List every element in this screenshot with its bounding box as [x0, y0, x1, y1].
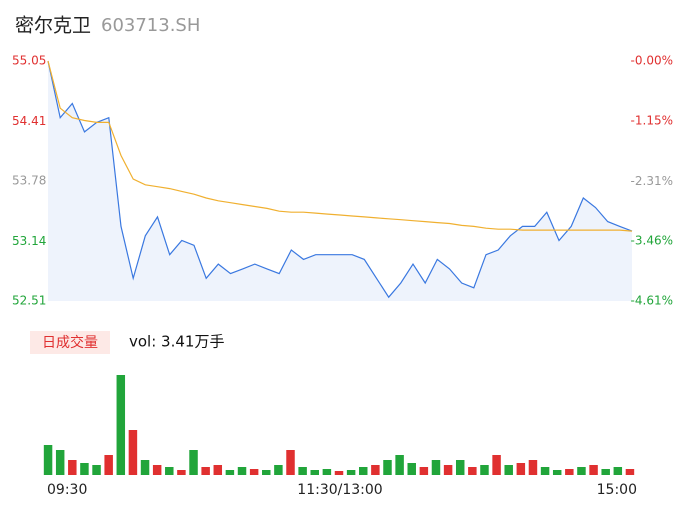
- volume-bar: [140, 460, 150, 475]
- x-tick-label: 15:00: [597, 482, 637, 498]
- y-tick-label: 54.41: [12, 114, 46, 128]
- volume-tag-bg: [30, 331, 110, 354]
- volume-bar: [225, 470, 235, 475]
- volume-bar: [152, 465, 162, 475]
- y2-tick-label: -3.46%: [631, 234, 673, 248]
- volume-bar: [371, 465, 380, 475]
- volume-bar: [310, 470, 319, 475]
- volume-bar: [104, 455, 113, 475]
- volume-bar: [68, 460, 77, 475]
- volume-bar: [298, 467, 307, 475]
- volume-title: 日成交量: [42, 334, 98, 351]
- chart-subtitle: 603713.SH: [101, 15, 200, 36]
- volume-bar: [359, 467, 368, 475]
- volume-bar: [443, 465, 453, 475]
- y2-tick-label: -4.61%: [631, 294, 673, 308]
- volume-bar: [213, 465, 223, 475]
- volume-bar: [322, 469, 332, 475]
- volume-bar: [419, 467, 429, 475]
- volume-bar: [165, 467, 174, 475]
- volume-bar: [334, 471, 344, 475]
- y2-tick-label: -0.00%: [631, 54, 673, 68]
- price-area: [48, 61, 632, 301]
- volume-bar: [492, 455, 501, 475]
- volume-bar: [589, 465, 598, 475]
- volume-bar: [383, 460, 392, 475]
- volume-bar: [528, 460, 538, 475]
- volume-bar: [55, 450, 65, 475]
- volume-bar: [92, 465, 101, 475]
- volume-bar: [237, 467, 247, 475]
- volume-bar: [468, 467, 477, 475]
- volume-bar: [516, 463, 526, 475]
- volume-bar: [480, 465, 489, 475]
- series-line: [47, 60, 633, 299]
- chart-title: 密尔克卫: [15, 15, 91, 37]
- volume-bar: [274, 465, 283, 475]
- y2-tick-label: -2.31%: [631, 174, 673, 188]
- y-tick-label: 52.51: [12, 294, 46, 308]
- volume-bar: [565, 469, 574, 475]
- volume-bar: [407, 463, 416, 475]
- y-tick-label: 55.05: [12, 54, 46, 68]
- volume-bar: [395, 455, 404, 475]
- volume-bar: [431, 460, 441, 475]
- volume-bar: [128, 430, 138, 475]
- volume-bar: [625, 469, 635, 475]
- volume-bar: [577, 467, 586, 475]
- volume-bar: [189, 450, 198, 475]
- volume-bar: [540, 467, 550, 475]
- volume-bar: [249, 469, 259, 475]
- volume-bar: [116, 375, 126, 475]
- volume-bar: [177, 470, 186, 475]
- volume-bar: [601, 469, 610, 475]
- volume-bar: [613, 467, 623, 475]
- y2-tick-label: -1.15%: [631, 113, 673, 127]
- x-tick-label: 09:30: [47, 482, 87, 498]
- volume-bar: [80, 463, 89, 475]
- volume-bar: [504, 465, 513, 475]
- volume-bar: [552, 470, 562, 475]
- volume-bar: [346, 470, 356, 475]
- volume-bar: [455, 460, 465, 475]
- volume-bar: [286, 450, 295, 475]
- series-line: [47, 60, 633, 232]
- volume-subtitle: vol: 3.41万手: [129, 333, 224, 351]
- y-tick-label: 53.14: [12, 234, 46, 248]
- volume-bar: [201, 467, 210, 475]
- y-tick-label: 53.78: [12, 174, 46, 188]
- volume-bar: [262, 470, 271, 475]
- x-tick-label: 11:30/13:00: [297, 482, 382, 498]
- volume-bar: [43, 445, 53, 475]
